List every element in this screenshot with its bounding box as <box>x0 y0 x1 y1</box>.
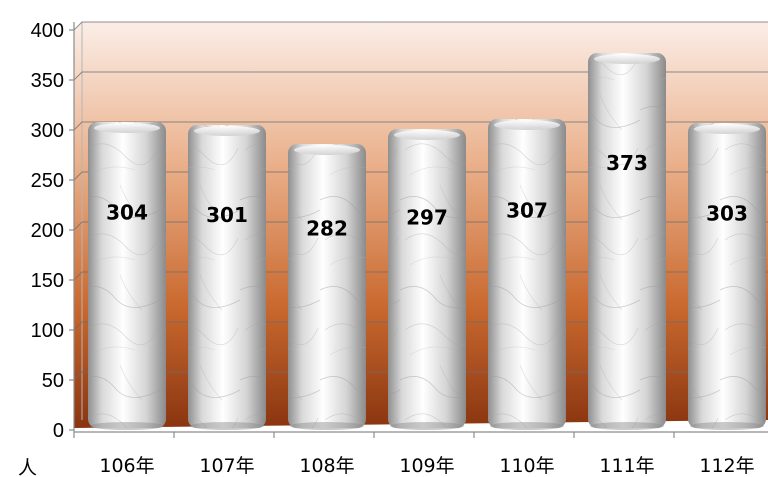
y-tick-label: 0 <box>53 420 64 442</box>
x-tick-label: 112年 <box>699 455 754 477</box>
x-tick-label: 107年 <box>199 455 254 477</box>
y-tick-label: 50 <box>42 370 64 392</box>
bar-base-shadow <box>590 422 664 430</box>
bar-cap <box>394 130 460 140</box>
bar-texture <box>488 119 566 428</box>
x-tick-label: 111年 <box>599 455 654 477</box>
data-label: 303 <box>706 201 748 225</box>
bar-texture <box>188 125 266 428</box>
data-label: 304 <box>106 201 148 225</box>
data-label: 297 <box>406 206 448 230</box>
data-label: 307 <box>506 199 548 223</box>
bar-cap <box>694 124 760 134</box>
bar-cap <box>94 123 160 133</box>
y-tick-label: 400 <box>31 20 64 42</box>
gridline <box>73 71 768 81</box>
y-tick-label: 350 <box>31 70 64 92</box>
x-tick-label: 109年 <box>399 455 454 477</box>
bars: 304 301 282 297 307 373 303 <box>88 53 766 430</box>
data-label: 373 <box>606 151 648 175</box>
bar-base-shadow <box>490 422 564 430</box>
bar-texture <box>688 123 766 428</box>
x-tick-label: 108年 <box>299 455 354 477</box>
bar-base-shadow <box>90 422 164 430</box>
x-tick-label: 110年 <box>499 455 554 477</box>
bar-cap <box>594 54 660 64</box>
data-label: 282 <box>306 217 348 241</box>
y-tick-label: 200 <box>31 220 64 242</box>
bar-texture <box>88 122 166 428</box>
bar-base-shadow <box>190 422 264 430</box>
y-unit-label: 人 <box>18 457 37 477</box>
x-tick-label: 106年 <box>99 455 154 477</box>
bar-texture <box>288 144 366 428</box>
bar-cap <box>294 145 360 155</box>
y-tick-label: 300 <box>31 120 64 142</box>
data-label: 301 <box>206 203 248 227</box>
bar-base-shadow <box>390 422 464 430</box>
x-axis-ticks <box>73 432 675 438</box>
y-tick-label: 250 <box>31 170 64 192</box>
bar-cap <box>494 120 560 130</box>
bar-texture <box>588 53 666 428</box>
bar-texture <box>388 129 466 428</box>
gridline <box>73 21 768 31</box>
bar-base-shadow <box>690 422 764 430</box>
bar-base-shadow <box>290 422 364 430</box>
y-tick-label: 150 <box>31 270 64 292</box>
y-tick-label: 100 <box>31 320 64 342</box>
category-labels: 106年 107年 108年 109年 110年 111年 112年 <box>99 455 754 477</box>
y-axis-ticks: 0 50 100 150 200 250 300 350 400 <box>31 20 74 442</box>
bar-cap <box>194 126 260 136</box>
